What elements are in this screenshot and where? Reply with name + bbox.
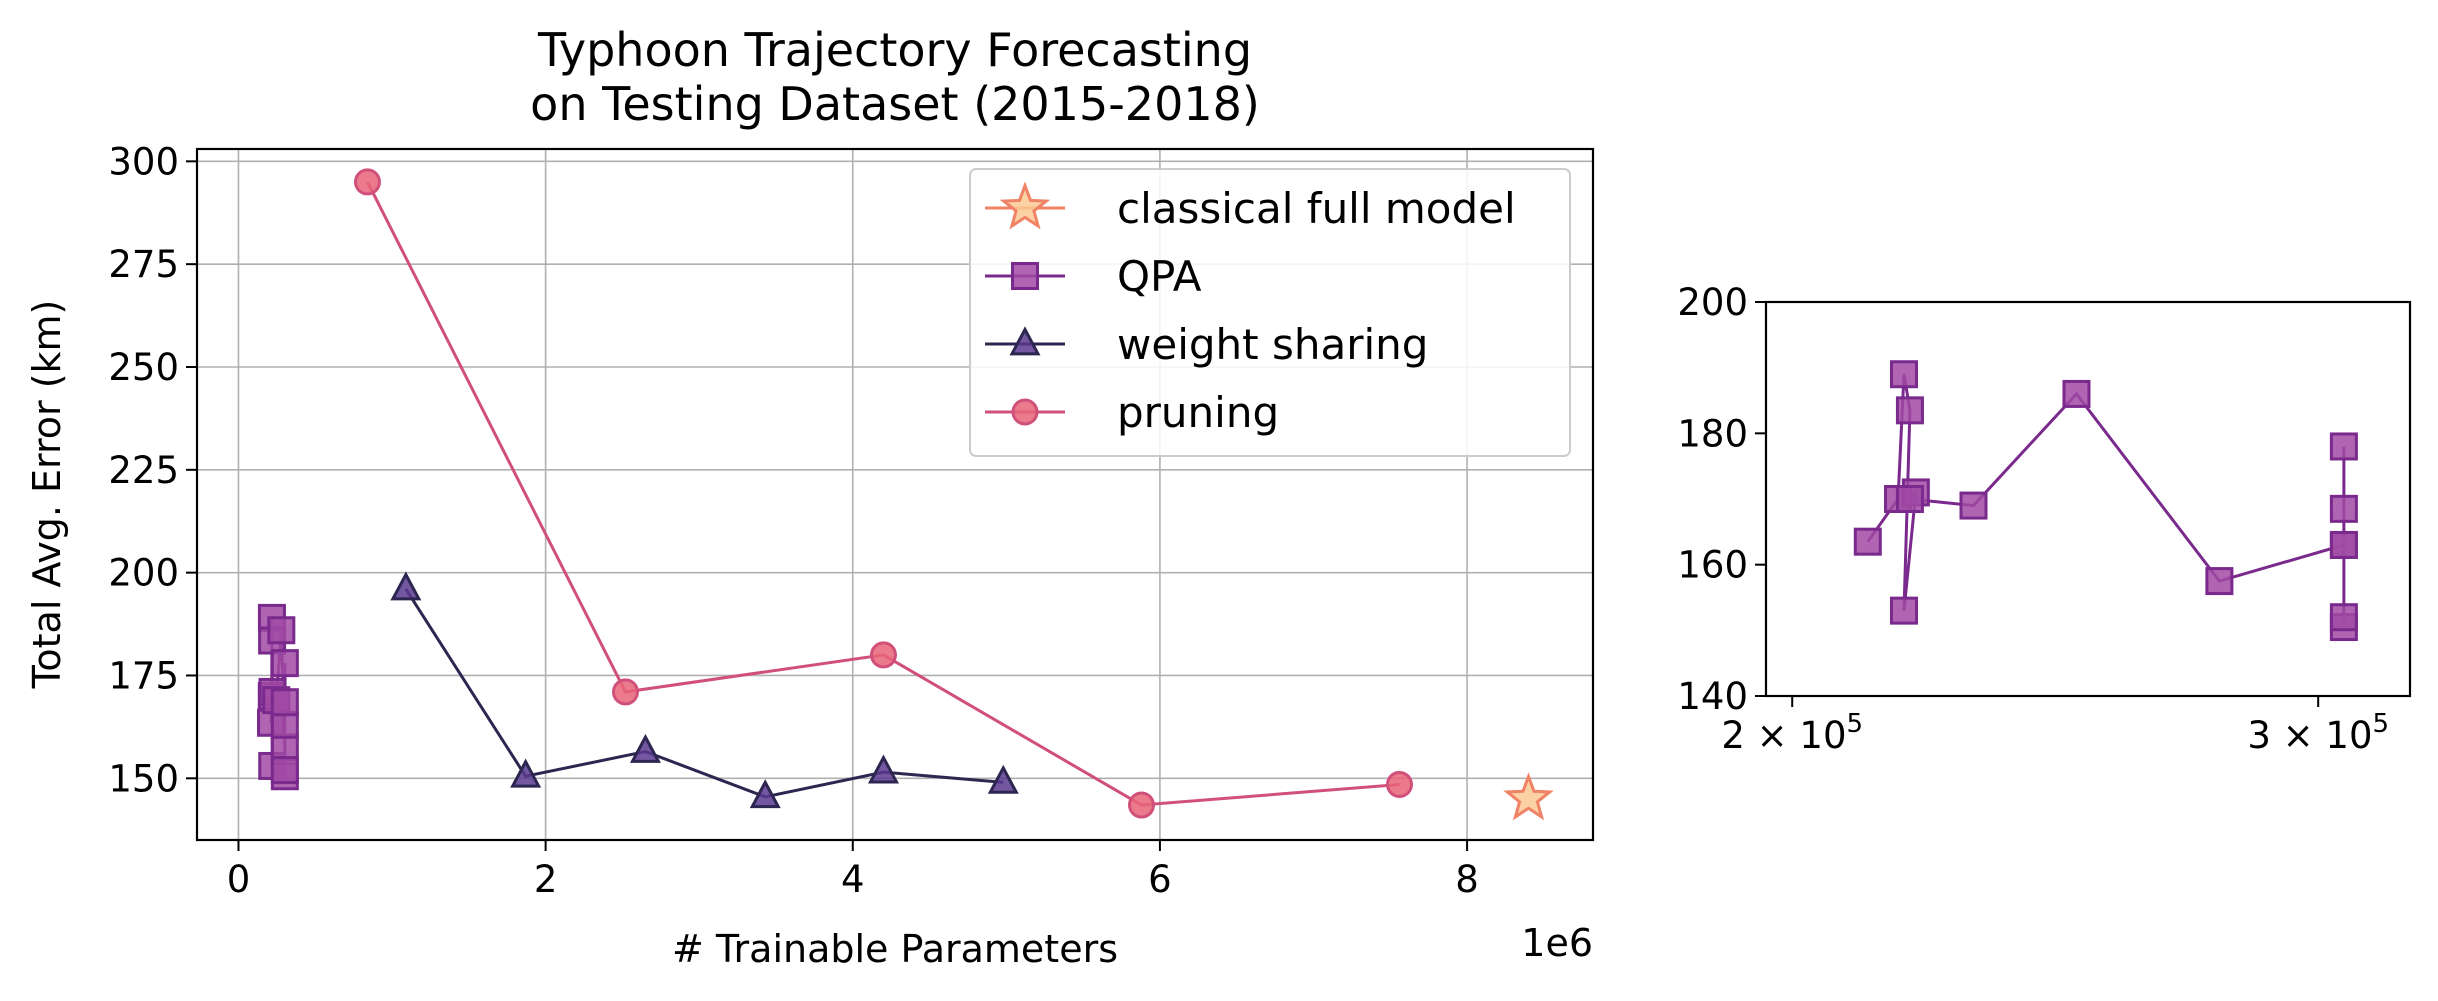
inset-qpa-point xyxy=(2062,379,2091,408)
inset-plot-series xyxy=(1853,360,2358,642)
inset-qpa-point xyxy=(1895,485,1924,513)
x-tick-label: 0 xyxy=(227,858,251,901)
weight-sharing-point xyxy=(510,758,542,788)
x-axis-offset-label: 1e6 xyxy=(1521,921,1593,965)
main-plot-frame xyxy=(195,147,1595,842)
inset-y-tick-label: 160 xyxy=(1677,544,1748,587)
series-qpa xyxy=(257,603,299,791)
inset-series-qpa xyxy=(1853,360,2358,642)
inset-qpa-line xyxy=(1866,373,2346,628)
series-classical-full-model xyxy=(1503,772,1554,821)
pruning-point xyxy=(611,678,639,706)
weight-sharing-point xyxy=(390,571,422,601)
inset-qpa-point xyxy=(2329,603,2358,632)
qpa-point xyxy=(267,616,296,645)
series-pruning xyxy=(353,168,1413,819)
chart-title-line-1: Typhoon Trajectory Forecasting xyxy=(537,23,1252,77)
inset-qpa-point xyxy=(2329,494,2358,523)
legend-marker-classical-full-model xyxy=(999,181,1051,230)
inset-qpa-point xyxy=(1853,527,1882,556)
legend-label-classical-full-model: classical full model xyxy=(1117,184,1516,233)
x-tick-label: 2 xyxy=(534,858,558,901)
weight-sharing-point xyxy=(749,779,781,809)
inset-qpa-point xyxy=(2329,432,2358,461)
legend-marker-qpa xyxy=(1011,262,1039,290)
y-tick-label: 150 xyxy=(108,757,179,800)
chart-title-line-2: on Testing Dataset (2015-2018) xyxy=(530,77,1260,131)
main-axes: 0 2 4 6 8 150 175 200 225 250 275 300 xyxy=(108,140,1478,901)
x-tick-label: 8 xyxy=(1455,858,1479,901)
inset-qpa-point xyxy=(1895,396,1924,425)
inset-qpa-point xyxy=(2329,530,2358,559)
inset-qpa-point xyxy=(2205,567,2234,596)
legend-entry-weight-sharing: weight sharing xyxy=(985,320,1428,369)
inset-y-tick-label: 200 xyxy=(1677,281,1748,324)
legend-entry-classical-full-model: classical full model xyxy=(985,181,1516,233)
y-tick-label: 175 xyxy=(108,654,179,697)
legend-entry-pruning: pruning xyxy=(985,388,1279,437)
inset-y-tick-label: 180 xyxy=(1677,412,1748,455)
series-weight-sharing xyxy=(390,571,1019,809)
pruning-point xyxy=(1127,791,1155,819)
legend-entry-qpa: QPA xyxy=(985,252,1202,301)
inset-x-tick-label: 3 × 105 xyxy=(2247,709,2389,757)
pruning-point xyxy=(869,641,897,669)
y-tick-label: 275 xyxy=(108,243,179,286)
inset-plot-frame xyxy=(1764,300,2412,698)
legend-marker-pruning xyxy=(1011,398,1039,426)
legend-marker-weight-sharing xyxy=(1009,326,1041,356)
inset-qpa-point xyxy=(1959,491,1988,520)
inset-qpa-point xyxy=(1890,360,1919,389)
y-tick-label: 300 xyxy=(108,140,179,183)
weight-sharing-point xyxy=(987,764,1019,794)
pruning-point xyxy=(1385,770,1413,798)
inset-x-tick-base: 2 × 10 xyxy=(1721,714,1846,757)
y-tick-label: 200 xyxy=(108,552,179,595)
qpa-point xyxy=(270,649,299,678)
qpa-point xyxy=(270,688,299,717)
pruning-point xyxy=(353,168,381,196)
legend-label-qpa: QPA xyxy=(1117,252,1202,301)
classical-full-model-point xyxy=(1503,772,1554,821)
y-axis-label: Total Avg. Error (km) xyxy=(25,300,69,690)
inset-x-tick-exponent: 5 xyxy=(2373,709,2390,739)
weight-sharing-point xyxy=(867,754,899,784)
qpa-point xyxy=(270,710,299,739)
legend-label-pruning: pruning xyxy=(1117,388,1279,437)
legend-box xyxy=(969,168,1571,457)
weight-sharing-point xyxy=(629,733,661,763)
y-tick-label: 225 xyxy=(108,449,179,492)
y-tick-label: 250 xyxy=(108,346,179,389)
qpa-point xyxy=(270,756,299,785)
inset-x-tick-label: 2 × 105 xyxy=(1721,709,1863,757)
main-plot-series xyxy=(257,168,1554,821)
weight-sharing-line xyxy=(404,588,1004,799)
inset-x-tick-exponent: 5 xyxy=(1847,709,1864,739)
x-tick-label: 4 xyxy=(841,858,865,901)
inset-qpa-point xyxy=(1890,596,1919,625)
qpa-point xyxy=(270,733,299,762)
legend: classical full model QPA weight sharing pru… xyxy=(969,168,1571,457)
inset-x-tick-base: 3 × 10 xyxy=(2247,714,2372,757)
legend-label-weight-sharing: weight sharing xyxy=(1117,320,1428,369)
x-axis-label: # Trainable Parameters xyxy=(672,927,1118,971)
x-tick-label: 6 xyxy=(1148,858,1172,901)
inset-y-tick-label: 140 xyxy=(1677,675,1748,718)
